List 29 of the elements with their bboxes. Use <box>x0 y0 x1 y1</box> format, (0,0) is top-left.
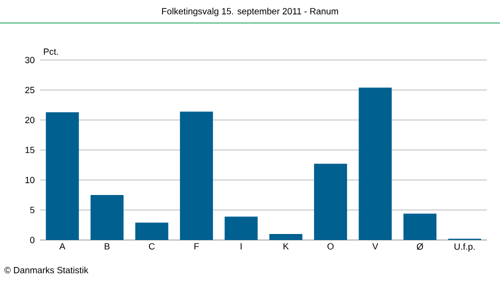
bar <box>358 88 392 240</box>
y-tick-label: 30 <box>25 56 34 64</box>
bar <box>314 164 348 240</box>
y-tick-label: 20 <box>25 116 34 124</box>
bar <box>180 112 213 240</box>
y-tick-label: 25 <box>25 86 34 94</box>
bar <box>269 234 302 240</box>
x-tick-label: I <box>240 243 242 250</box>
y-tick-label: 5 <box>30 206 34 214</box>
bar <box>224 216 258 240</box>
bar <box>46 112 79 240</box>
x-tick-label: V <box>372 243 378 250</box>
x-tick-label: Ø <box>416 243 424 250</box>
chart-title: Folketingsvalg 15. september 2011 - Ranum <box>162 8 338 16</box>
y-tick-label: 10 <box>25 176 34 184</box>
x-tick-label: U.f.p. <box>454 243 475 252</box>
bar <box>403 214 436 240</box>
x-tick-label: A <box>59 243 66 250</box>
x-tick-label: C <box>148 243 155 250</box>
y-tick-label: 0 <box>30 236 34 244</box>
x-tick-label: B <box>104 243 110 250</box>
bar <box>90 195 124 240</box>
bar <box>135 222 168 240</box>
y-tick-label: 15 <box>25 146 34 154</box>
x-tick-label: O <box>327 243 334 250</box>
text: © Danmarks Statistik <box>4 266 88 274</box>
x-tick-label: F <box>194 243 199 250</box>
x-tick-label: K <box>284 243 289 250</box>
y-axis-title: Pct. <box>44 48 58 55</box>
